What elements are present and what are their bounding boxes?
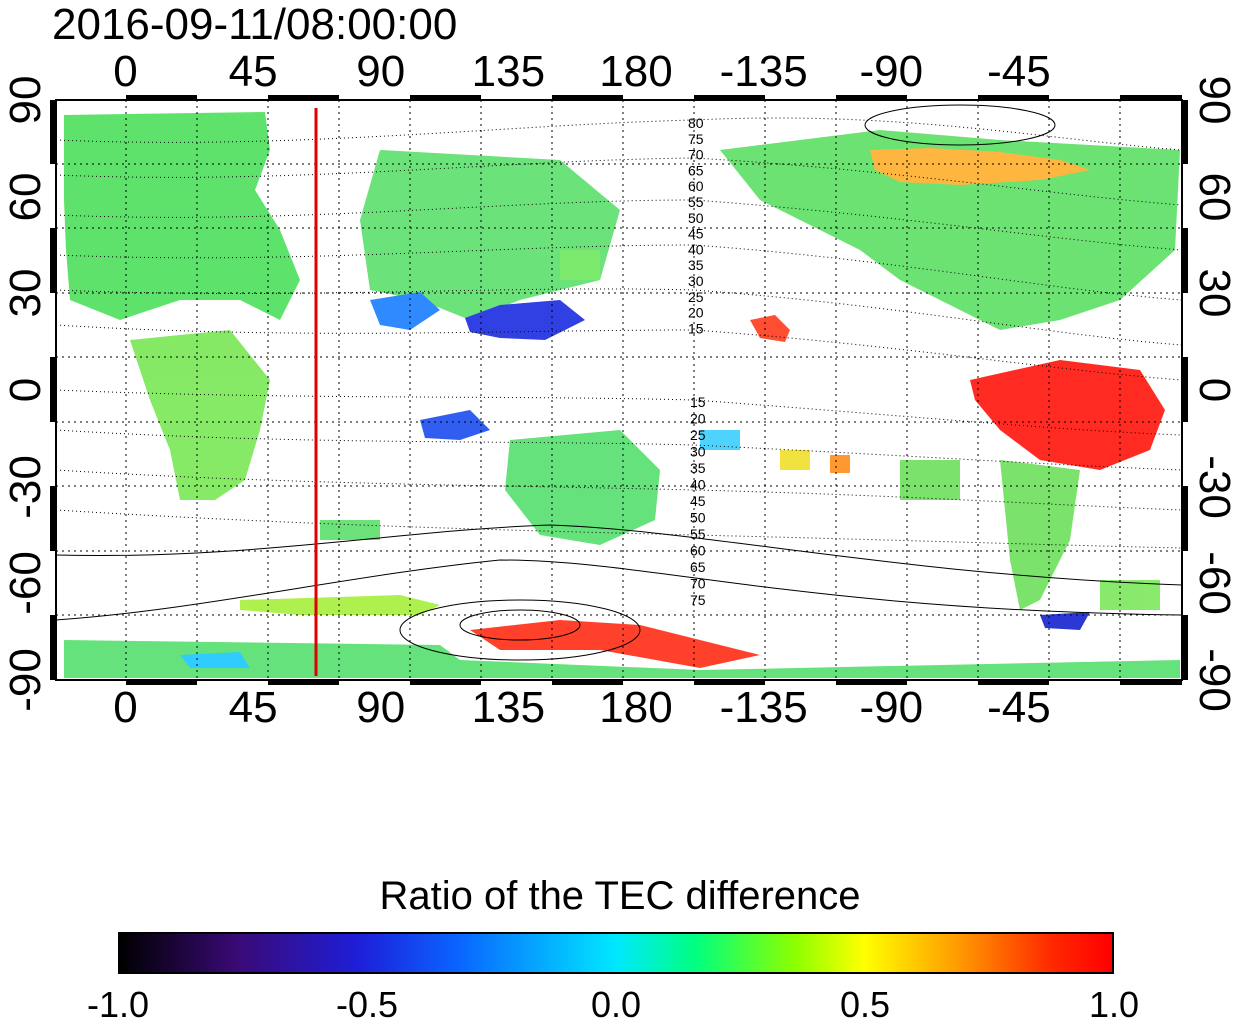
lat-tick-right: -60 [1190,551,1239,616]
contour-label: 45 [688,226,704,242]
lon-tick-top: -90 [859,47,924,96]
contour-label: 75 [688,131,704,147]
contour-label: 30 [690,444,706,460]
lat-tick-left: -60 [1,551,50,616]
colorbar-tick: 0.0 [590,984,642,1025]
lon-tick-top: 180 [599,47,673,96]
contour-label: 15 [688,320,704,336]
contour-label: 70 [688,147,704,163]
colorbar-title: Ratio of the TEC difference [379,874,861,918]
contour-label: 60 [690,543,706,559]
contour-label: 75 [690,592,706,608]
contour-label: 15 [690,394,706,410]
map-title: 2016-09-11/08:00:00 [52,0,458,49]
lon-tick-bottom: -90 [859,683,924,732]
contour-label: 60 [688,178,704,194]
lat-tick-right: 90 [1190,75,1239,125]
contour-label: 50 [690,510,706,526]
lon-tick-bottom: 90 [356,683,406,732]
contour-label: 35 [688,257,704,273]
lat-tick-right: 30 [1190,268,1239,318]
graticule [56,100,1182,680]
lon-tick-bottom: -45 [987,683,1051,732]
lat-tick-left: -30 [1,454,50,519]
contour-label: 25 [690,427,706,443]
lat-tick-left: 30 [1,268,50,318]
lon-tick-top: 0 [113,47,138,96]
lat-tick-left: 60 [1,172,50,222]
contour-label: 50 [688,210,704,226]
lon-tick-top: 90 [356,47,406,96]
contour-label: 40 [690,477,706,493]
lon-tick-bottom: 0 [113,683,138,732]
colorbar-tick: -0.5 [335,984,399,1025]
lon-tick-top: 45 [228,47,278,96]
lon-tick-bottom: 45 [228,683,278,732]
contour-labels: 8075706560555045403530252015152025303540… [688,115,706,608]
contour-label: 55 [690,526,706,542]
lat-tick-left: -90 [1,648,50,712]
colorbar-tick: -1.0 [86,984,150,1025]
lon-tick-bottom: 180 [599,683,673,732]
contour-label: 80 [688,115,704,131]
lat-tick-left: 90 [1,75,50,125]
contour-label: 55 [688,194,704,210]
contour-label: 40 [688,241,704,257]
contours [55,104,1183,661]
contour-label: 25 [688,289,704,305]
lon-tick-top: 135 [471,47,546,96]
colorbar [118,932,1114,974]
contour-label: 30 [688,273,704,289]
lat-tick-right: 60 [1190,172,1239,222]
lat-tick-left: 0 [1,377,50,403]
contour-label: 35 [690,460,706,476]
lon-tick-bottom: -135 [719,683,808,732]
lon-tick-bottom: 135 [471,683,546,732]
lat-tick-right: -90 [1190,648,1239,712]
contour-label: 65 [690,559,706,575]
contour-label: 65 [688,162,704,178]
lon-tick-top: -45 [987,47,1051,96]
lat-tick-right: 0 [1190,377,1239,403]
colorbar-tick: 1.0 [1088,984,1140,1025]
tec-map: 8075706560555045403530252015152025303540… [50,95,1188,685]
lat-tick-right: -30 [1190,454,1239,519]
axis-bars [50,95,1188,685]
contour-label: 70 [690,576,706,592]
contour-label: 20 [690,411,706,427]
contour-label: 45 [690,493,706,509]
contour-label: 20 [688,305,704,321]
colorbar-tick: 0.5 [839,984,891,1025]
lon-tick-top: -135 [719,47,808,96]
